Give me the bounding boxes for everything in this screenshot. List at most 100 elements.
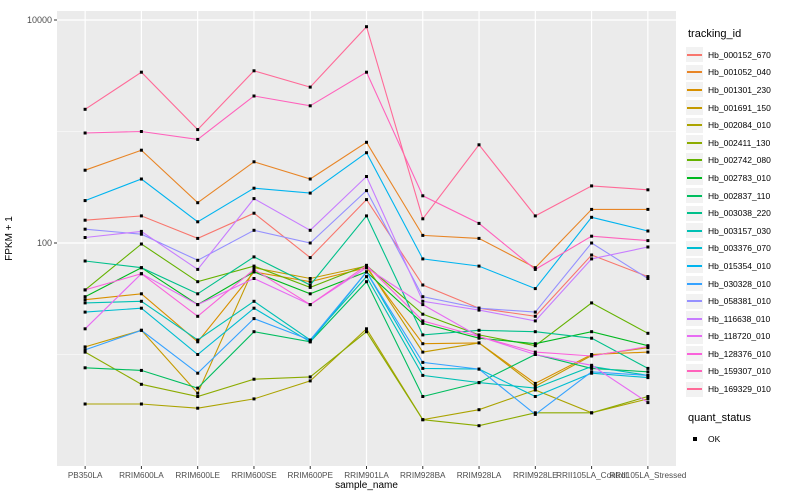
- data-point[interactable]: [252, 277, 256, 280]
- data-point[interactable]: [196, 258, 200, 262]
- data-point[interactable]: [533, 287, 537, 291]
- data-point[interactable]: [139, 130, 143, 133]
- data-point[interactable]: [308, 375, 312, 379]
- data-point[interactable]: [477, 336, 481, 340]
- data-point[interactable]: [252, 211, 256, 215]
- legend-item[interactable]: Hb_002084_010: [686, 116, 798, 134]
- data-point[interactable]: [477, 328, 481, 332]
- data-point[interactable]: [196, 406, 200, 410]
- data-point[interactable]: [421, 283, 425, 287]
- data-point[interactable]: [252, 228, 256, 232]
- data-point[interactable]: [139, 148, 143, 152]
- data-point[interactable]: [477, 264, 481, 268]
- data-point[interactable]: [196, 391, 200, 395]
- data-point[interactable]: [83, 288, 87, 292]
- data-point[interactable]: [196, 201, 200, 205]
- data-point[interactable]: [646, 350, 650, 354]
- legend-item[interactable]: Hb_003376_070: [686, 240, 798, 258]
- data-point[interactable]: [421, 233, 425, 237]
- data-point[interactable]: [590, 411, 594, 415]
- legend-item[interactable]: Hb_001052_040: [686, 64, 798, 82]
- data-point[interactable]: [83, 107, 87, 111]
- data-point[interactable]: [308, 241, 312, 245]
- data-point[interactable]: [196, 220, 200, 224]
- data-point[interactable]: [139, 177, 143, 181]
- data-point[interactable]: [477, 308, 481, 312]
- data-point[interactable]: [252, 197, 256, 201]
- data-point[interactable]: [365, 175, 368, 178]
- legend-item[interactable]: Hb_058381_010: [686, 292, 798, 310]
- data-point[interactable]: [83, 236, 87, 239]
- legend-item[interactable]: Hb_116638_010: [686, 310, 798, 328]
- data-point[interactable]: [252, 264, 256, 268]
- data-point[interactable]: [252, 160, 256, 164]
- data-point[interactable]: [196, 292, 200, 296]
- data-point[interactable]: [421, 319, 425, 323]
- data-point[interactable]: [533, 395, 537, 398]
- data-point[interactable]: [252, 94, 256, 98]
- legend-item[interactable]: Hb_030328_010: [686, 275, 798, 293]
- data-point[interactable]: [533, 353, 537, 356]
- data-point[interactable]: [252, 186, 256, 190]
- data-point[interactable]: [590, 336, 594, 340]
- data-point[interactable]: [252, 255, 256, 259]
- data-point[interactable]: [308, 256, 312, 260]
- data-point[interactable]: [196, 314, 200, 318]
- data-point[interactable]: [421, 295, 425, 299]
- data-point[interactable]: [196, 303, 200, 307]
- legend-item[interactable]: Hb_001691_150: [686, 99, 798, 117]
- data-point[interactable]: [139, 242, 143, 246]
- data-point[interactable]: [196, 353, 200, 356]
- data-point[interactable]: [83, 227, 87, 231]
- data-point[interactable]: [533, 214, 537, 218]
- data-point[interactable]: [421, 418, 425, 422]
- data-point[interactable]: [365, 151, 368, 155]
- data-point[interactable]: [590, 330, 594, 334]
- data-point[interactable]: [83, 348, 87, 352]
- data-point[interactable]: [421, 321, 425, 325]
- data-point[interactable]: [308, 191, 312, 195]
- data-point[interactable]: [421, 299, 425, 303]
- data-point[interactable]: [533, 381, 537, 385]
- data-point[interactable]: [252, 306, 256, 310]
- data-point[interactable]: [83, 350, 87, 354]
- data-point[interactable]: [308, 280, 312, 284]
- data-point[interactable]: [477, 424, 481, 428]
- data-point[interactable]: [252, 266, 256, 270]
- data-point[interactable]: [590, 301, 594, 305]
- data-point[interactable]: [139, 229, 143, 233]
- data-point[interactable]: [252, 267, 256, 271]
- data-point[interactable]: [308, 303, 312, 307]
- data-point[interactable]: [533, 342, 537, 346]
- data-point[interactable]: [365, 266, 368, 270]
- legend-item[interactable]: Hb_002411_130: [686, 134, 798, 152]
- data-point[interactable]: [139, 70, 143, 74]
- data-point[interactable]: [590, 370, 594, 374]
- data-point[interactable]: [533, 266, 537, 270]
- legend-item[interactable]: Hb_015354_010: [686, 257, 798, 275]
- legend-item[interactable]: Hb_002742_080: [686, 152, 798, 170]
- data-point[interactable]: [365, 330, 368, 334]
- data-point[interactable]: [139, 328, 143, 332]
- data-point[interactable]: [477, 143, 481, 147]
- data-point[interactable]: [646, 345, 650, 348]
- data-point[interactable]: [533, 350, 537, 354]
- data-point[interactable]: [421, 303, 425, 307]
- data-point[interactable]: [365, 280, 368, 284]
- data-point[interactable]: [590, 253, 594, 257]
- data-point[interactable]: [477, 306, 481, 310]
- data-point[interactable]: [83, 298, 87, 302]
- legend-item[interactable]: Hb_003157_030: [686, 222, 798, 240]
- data-point[interactable]: [365, 189, 368, 193]
- data-point[interactable]: [139, 299, 143, 303]
- legend-item[interactable]: Hb_159307_010: [686, 363, 798, 381]
- data-point[interactable]: [533, 384, 537, 388]
- data-point[interactable]: [590, 207, 594, 211]
- legend-item[interactable]: Hb_002783_010: [686, 169, 798, 187]
- data-point[interactable]: [83, 327, 87, 331]
- data-point[interactable]: [533, 310, 537, 314]
- legend-item[interactable]: Hb_001301_230: [686, 81, 798, 99]
- data-point[interactable]: [308, 177, 312, 181]
- data-point[interactable]: [421, 257, 425, 261]
- data-point[interactable]: [365, 275, 368, 279]
